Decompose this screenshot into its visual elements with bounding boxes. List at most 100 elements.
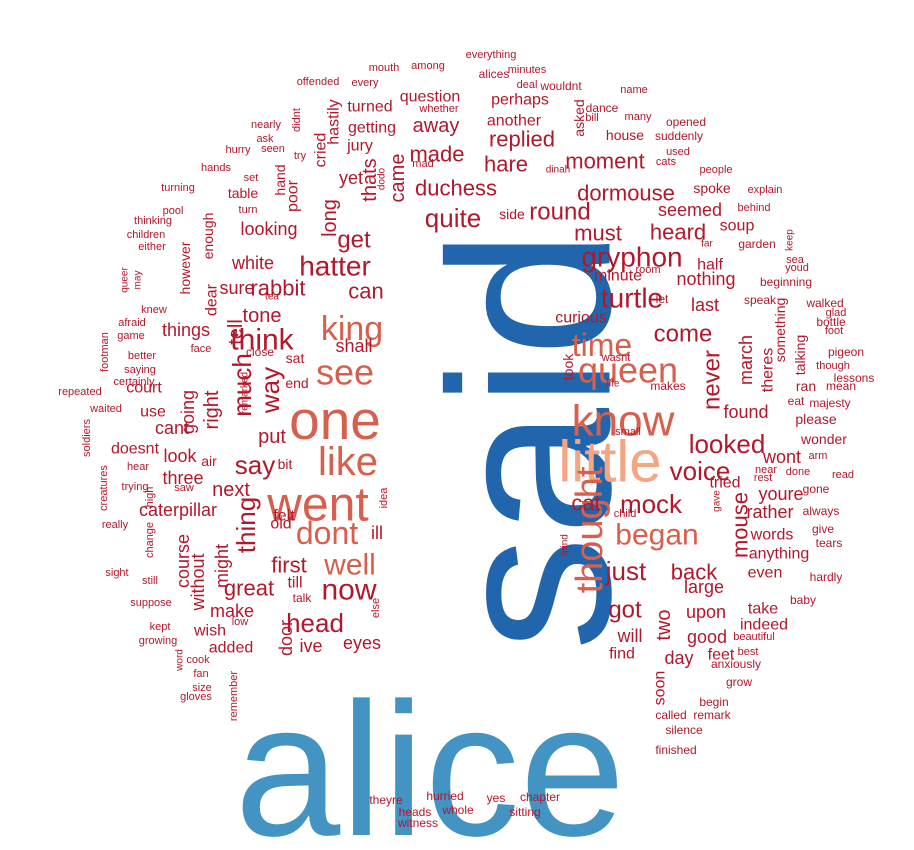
word-anxiously: anxiously: [711, 657, 761, 671]
word-use: use: [140, 404, 166, 421]
word-mad: mad: [412, 158, 433, 170]
word-gryphon: gryphon: [581, 242, 682, 273]
word-ive: ive: [299, 636, 322, 656]
word-tried: tried: [709, 475, 740, 492]
word-beautiful: beautiful: [733, 631, 775, 643]
word-air: air: [201, 453, 217, 469]
word-alice: alice: [235, 664, 626, 850]
word-sure: sure: [219, 278, 254, 298]
word-really: really: [102, 519, 129, 531]
word-theyre: theyre: [369, 793, 403, 807]
word-enough: enough: [200, 213, 216, 260]
word-didnt: didnt: [291, 108, 303, 132]
word-though: though: [816, 360, 850, 372]
word-remark: remark: [693, 708, 731, 722]
word-seemed: seemed: [658, 200, 722, 220]
word-take: take: [748, 601, 778, 618]
word-word: word: [175, 649, 186, 672]
word-hare: hare: [484, 152, 528, 177]
word-children: children: [127, 229, 166, 241]
word-cat: cat: [571, 491, 600, 516]
word-think: think: [230, 324, 294, 357]
word-pool: pool: [163, 205, 184, 217]
word-going: going: [178, 390, 198, 434]
word-court: court: [126, 380, 162, 397]
word-quite: quite: [425, 203, 481, 233]
word-wish: wish: [193, 623, 226, 640]
word-see: see: [316, 352, 374, 393]
word-soon: soon: [652, 671, 669, 706]
word-remarked: remarked: [240, 372, 251, 414]
word-majesty: majesty: [809, 396, 850, 410]
word-silence: silence: [665, 723, 703, 737]
word-went: went: [266, 479, 368, 532]
word-great: great: [224, 576, 274, 601]
word-something: something: [772, 298, 788, 363]
word-footman: footman: [99, 332, 111, 372]
word-poor: poor: [285, 179, 302, 212]
word-small: small: [615, 426, 641, 438]
word-large: large: [684, 577, 724, 597]
word-done: done: [786, 466, 810, 478]
word-lessons: lessons: [834, 371, 875, 385]
word-may: may: [133, 271, 144, 290]
word-turned: turned: [347, 99, 392, 116]
word-talking: talking: [792, 335, 808, 375]
word-still: still: [142, 575, 158, 587]
word-eat: eat: [788, 394, 805, 408]
word-sitting: sitting: [509, 805, 540, 819]
word-sea: sea: [786, 254, 805, 266]
word-curious: curious: [555, 310, 607, 327]
word-added: added: [209, 640, 254, 657]
word-thing: thing: [231, 497, 261, 553]
word-high: high: [144, 487, 156, 508]
word-hurry: hurry: [225, 144, 251, 156]
word-kept: kept: [150, 621, 171, 633]
word-minute: minute: [594, 268, 642, 285]
word-sat: sat: [286, 350, 305, 366]
word-got: got: [608, 597, 642, 624]
word-idea: idea: [378, 487, 390, 509]
word-finished: finished: [655, 743, 696, 757]
word-makes: makes: [650, 379, 685, 393]
word-looking: looking: [240, 219, 297, 239]
word-however: however: [177, 241, 193, 294]
word-suddenly: suddenly: [655, 129, 703, 143]
word-feet: feet: [708, 647, 735, 664]
word-look: look: [163, 446, 197, 466]
word-minutes: minutes: [508, 64, 547, 76]
word-life: life: [607, 379, 620, 390]
word-cried: cried: [313, 133, 330, 168]
word-begin: begin: [699, 695, 728, 709]
word-upon: upon: [686, 602, 726, 622]
word-set: set: [244, 172, 259, 184]
word-hatter: hatter: [299, 251, 371, 282]
word-without: without: [188, 553, 208, 611]
word-getting: getting: [348, 120, 396, 137]
word-suppose: suppose: [130, 597, 172, 609]
word-room: room: [635, 264, 660, 276]
word-right: right: [201, 390, 223, 429]
word-never: never: [699, 350, 726, 410]
word-deal: deal: [517, 79, 538, 91]
word-felt: felt: [273, 508, 295, 525]
word-rabbit: rabbit: [250, 276, 305, 301]
word-white: white: [231, 253, 274, 273]
word-far: far: [701, 239, 713, 250]
word-hand: hand: [272, 164, 288, 195]
word-sight: sight: [105, 567, 128, 579]
word-indeed: indeed: [740, 617, 788, 634]
word-can: can: [348, 279, 383, 304]
word-anything: anything: [749, 546, 810, 563]
word-trying: trying: [122, 481, 149, 493]
word-day: day: [664, 648, 693, 668]
word-like: like: [318, 440, 378, 484]
word-cook: cook: [186, 654, 210, 666]
word-ran: ran: [796, 378, 816, 394]
word-words: words: [750, 527, 794, 544]
word-growing: growing: [139, 635, 178, 647]
word-bill: bill: [585, 112, 598, 124]
word-half: half: [697, 257, 723, 274]
word-voice: voice: [670, 456, 731, 486]
word-repeated: repeated: [58, 386, 101, 398]
